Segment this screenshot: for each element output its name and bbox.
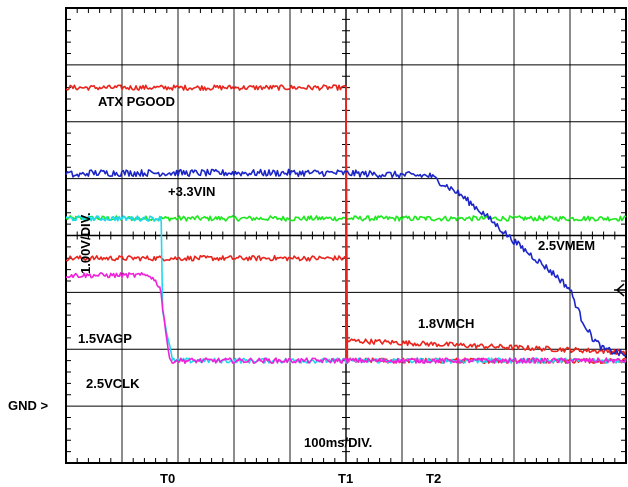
series-line-1-5vagp: [65, 271, 627, 365]
series-label-2v5-clk: 2.5VCLK: [86, 376, 140, 391]
series-line-3-3vin: [65, 168, 627, 357]
x-axis-label: 100ms/DIV.: [304, 435, 372, 450]
ground-marker: GND >: [8, 398, 49, 413]
plot-area: [65, 84, 627, 365]
time-marker-t0: T0: [160, 471, 175, 486]
time-marker-t1: T1: [338, 471, 353, 486]
time-marker-t2: T2: [426, 471, 441, 486]
series-label-3v3-in: +3.3VIN: [168, 184, 215, 199]
y-axis-label: 1.00V/DIV.: [78, 212, 93, 274]
series-label-atx-pgood: ATX PGOOD: [98, 94, 175, 109]
series-line-1-8vmch: [65, 254, 627, 356]
trigger-marker-icon: [614, 283, 626, 297]
series-label-1v5-agp: 1.5VAGP: [78, 331, 132, 346]
series-line-2-5vclk: [65, 215, 627, 365]
series-label-2v5-mem: 2.5VMEM: [538, 238, 595, 253]
series-label-1v8-mch: 1.8VMCH: [418, 316, 474, 331]
